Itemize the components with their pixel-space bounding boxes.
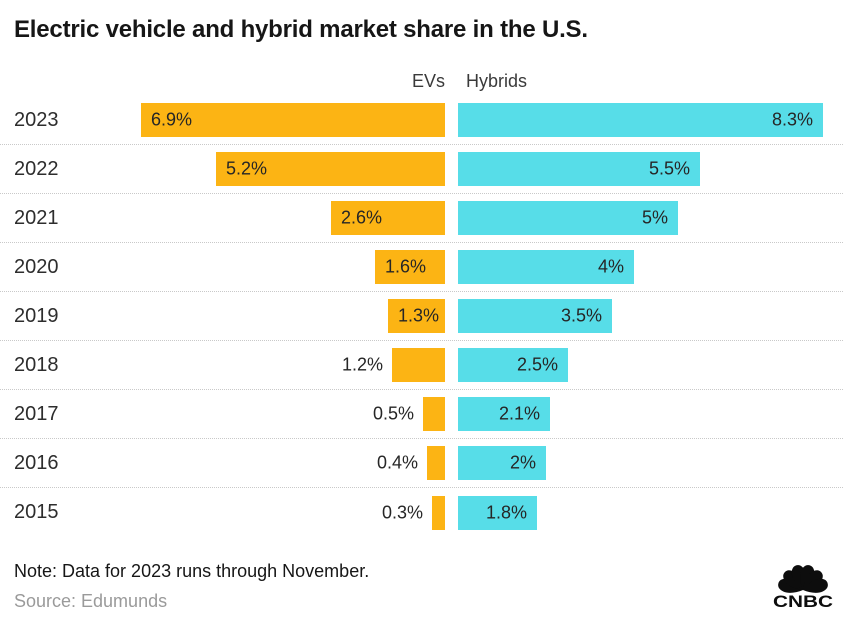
ev-bar-zone: 1.2%	[141, 348, 445, 382]
ev-value-label: 5.2%	[226, 158, 268, 179]
ev-bar	[392, 348, 445, 382]
year-label: 2015	[14, 501, 59, 523]
year-label: 2018	[14, 353, 59, 376]
hybrid-bar-zone: 3.5%	[458, 299, 824, 333]
chart-row: 2018 1.2% 2.5%	[0, 341, 843, 390]
ev-value-label: 0.4%	[376, 452, 418, 473]
cnbc-logo: CNBC	[773, 565, 833, 610]
hybrid-bar	[458, 348, 568, 382]
hybrid-bar	[458, 103, 823, 137]
ev-bar-zone: 0.4%	[141, 446, 445, 480]
hybrid-value-label: 5.5%	[648, 158, 690, 179]
ev-bar	[375, 250, 445, 284]
year-label: 2017	[14, 402, 59, 425]
hybrid-bar-zone: 2.1%	[458, 397, 824, 431]
hybrid-value-label: 3.5%	[560, 305, 602, 326]
ev-bar-zone: 6.9%	[141, 103, 445, 137]
chart-row: 2016 0.4% 2%	[0, 439, 843, 488]
hybrid-bar	[458, 201, 678, 235]
ev-bar-zone: 1.3%	[141, 299, 445, 333]
ev-value-label: 6.9%	[151, 109, 193, 130]
hybrid-value-label: 1.8%	[485, 502, 527, 522]
ev-bar-zone: 0.3%	[141, 495, 445, 530]
ev-value-label: 0.5%	[372, 403, 414, 424]
hybrid-bar-zone: 8.3%	[458, 103, 824, 137]
ev-value-label: 0.3%	[381, 502, 423, 522]
chart-row: 2022 5.2% 5.5%	[0, 145, 843, 194]
chart-row: 2015 0.3% 1.8%	[0, 488, 843, 537]
ev-bar-zone: 0.5%	[141, 397, 445, 431]
hybrid-bar	[458, 250, 634, 284]
hybrid-bar	[458, 495, 537, 530]
column-headers: EVs Hybrids	[0, 70, 843, 92]
year-label: 2021	[14, 206, 59, 229]
ev-value-label: 1.2%	[341, 354, 383, 375]
hybrid-value-label: 2%	[509, 452, 536, 473]
chart-row: 2020 1.6% 4%	[0, 243, 843, 292]
ev-value-label: 1.6%	[385, 256, 427, 277]
hybrid-bar	[458, 299, 612, 333]
ev-value-label: 1.3%	[398, 305, 440, 326]
year-label: 2022	[14, 157, 59, 180]
hybrid-bar	[458, 446, 546, 480]
ev-bar	[216, 152, 445, 186]
chart-title: Electric vehicle and hybrid market share…	[14, 16, 588, 43]
chart-source: Source: Edumunds	[14, 591, 168, 611]
chart-rows: 2023 6.9% 8.3% 2022 5.2% 5.5% 2021 2.6% 5% 2020 1.…	[0, 96, 843, 537]
year-label: 2023	[14, 108, 59, 131]
ev-bar-zone: 2.6%	[141, 201, 445, 235]
hybrid-value-label: 8.3%	[771, 109, 813, 130]
ev-bar-zone: 1.6%	[141, 250, 445, 284]
hybrid-bar	[458, 152, 700, 186]
year-label: 2020	[14, 255, 59, 278]
hybrid-value-label: 4%	[597, 256, 624, 277]
year-label: 2019	[14, 304, 59, 327]
chart-note: Note: Data for 2023 runs through Novembe…	[14, 561, 370, 581]
hybrid-bar-zone: 5.5%	[458, 152, 824, 186]
hybrid-bar-zone: 5%	[458, 201, 824, 235]
ev-value-label: 2.6%	[341, 207, 383, 228]
ev-bar-zone: 5.2%	[141, 152, 445, 186]
peacock-icon	[778, 565, 828, 593]
chart-row: 2023 6.9% 8.3%	[0, 96, 843, 145]
hybrid-value-label: 2.5%	[516, 354, 558, 375]
hybrid-bar-zone: 2%	[458, 446, 824, 480]
chart-row: 2019 1.3% 3.5%	[0, 292, 843, 341]
ev-bar	[331, 201, 445, 235]
chart-row: 2017 0.5% 2.1%	[0, 390, 843, 439]
ev-bar	[141, 103, 445, 137]
hybrid-bar	[458, 397, 550, 431]
ev-bar	[432, 495, 445, 530]
chart-row: 2021 2.6% 5%	[0, 194, 843, 243]
ev-bar	[423, 397, 445, 431]
hybrid-bar-zone: 2.5%	[458, 348, 824, 382]
hybrid-bar-zone: 4%	[458, 250, 824, 284]
ev-bar	[388, 299, 445, 333]
hybrid-value-label: 2.1%	[498, 403, 540, 424]
ev-bar	[427, 446, 445, 480]
legend-evs: EVs	[411, 71, 445, 91]
cnbc-wordmark: CNBC	[773, 592, 833, 610]
legend-hybrids: Hybrids	[466, 71, 528, 91]
hybrid-value-label: 5%	[641, 207, 668, 228]
year-label: 2016	[14, 451, 59, 474]
hybrid-bar-zone: 1.8%	[458, 495, 824, 530]
